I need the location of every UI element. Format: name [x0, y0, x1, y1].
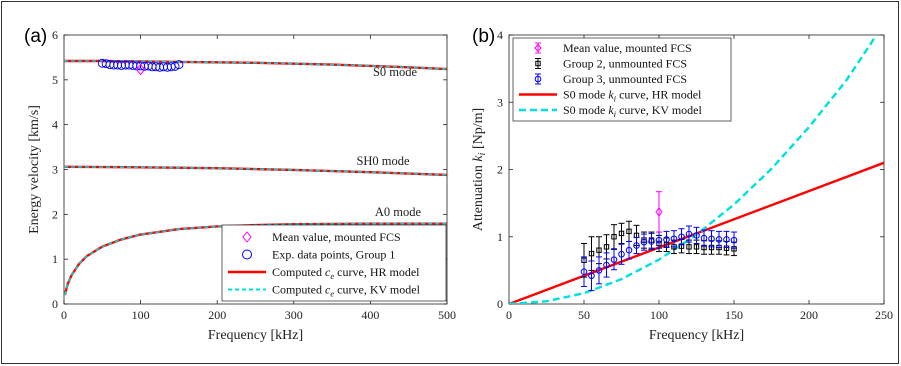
group2-point — [618, 230, 625, 237]
y-tick-label: 2 — [497, 163, 503, 177]
legend-marker — [242, 249, 252, 260]
plot-content — [509, 35, 884, 304]
group3-point — [588, 272, 595, 280]
y-tick-label: 5 — [52, 73, 58, 87]
x-tick-label: 0 — [61, 308, 67, 322]
y-tick-label: 4 — [52, 118, 58, 132]
curve-kv-a0-mode — [64, 222, 447, 296]
y-tick-label: 1 — [497, 230, 503, 244]
mean-value-marker — [135, 63, 146, 76]
group2-point — [626, 228, 632, 235]
legend-label: Computed ce curve, KV model — [272, 283, 421, 299]
x-tick-label: 300 — [285, 308, 303, 322]
group3-point — [610, 256, 618, 263]
x-tick-label: 100 — [132, 308, 150, 322]
group3-point — [693, 232, 700, 239]
group3-point — [700, 234, 708, 242]
panel-label: (a) — [24, 26, 47, 47]
y-tick-label: 3 — [497, 95, 503, 109]
legend-label: S0 mode ki curve, HR model — [563, 88, 702, 104]
y-tick-label: 3 — [52, 163, 58, 177]
legend-marker — [535, 60, 541, 67]
legend-label: Exp. data points, Group 1 — [272, 248, 395, 262]
y-tick-label: 0 — [52, 297, 58, 311]
group3-point — [655, 236, 663, 244]
y-tick-label: 6 — [52, 28, 58, 42]
legend-box — [221, 224, 447, 302]
legend-box — [512, 37, 732, 122]
group3-point — [618, 250, 625, 258]
x-axis-label: Frequency [kHz] — [208, 328, 303, 343]
y-tick-label: 0 — [497, 297, 503, 311]
group3-point — [730, 236, 738, 244]
mode-annotation: S0 mode — [373, 65, 418, 79]
legend-label: Mean value, mounted FCS — [563, 41, 692, 55]
group3-point — [723, 236, 730, 243]
curve-kv-sh0-mode — [64, 166, 447, 176]
group2-point — [596, 247, 602, 253]
group2-point — [693, 244, 700, 250]
group3-point — [708, 235, 715, 243]
x-tick-label: 0 — [506, 308, 512, 322]
group3-point — [663, 236, 670, 243]
group3-point — [580, 268, 588, 276]
x-tick-label: 400 — [361, 308, 379, 322]
y-tick-label: 1 — [52, 252, 58, 266]
group3-point — [625, 246, 633, 254]
y-axis-label: Attenuation ki [Np/m] — [471, 108, 488, 231]
chart-panel-a: 0 100 200 300 400 500 0 1 2 3 4 5 6 Frequency [kHz] En… — [24, 26, 456, 343]
group3-point — [595, 267, 603, 274]
x-tick-label: 500 — [438, 308, 456, 322]
legend-marker — [242, 231, 252, 243]
legend-label: Group 3, unmounted FCS — [563, 72, 687, 86]
legend-marker — [534, 43, 542, 53]
group3-point — [603, 261, 610, 269]
group3-point — [685, 230, 693, 238]
x-tick-label: 150 — [725, 308, 743, 322]
plot-content — [64, 58, 447, 296]
x-tick-label: 50 — [578, 308, 590, 322]
y-tick-label: 4 — [497, 28, 503, 42]
mode-annotation: A0 mode — [375, 205, 422, 219]
chart-panel-b: 0 50 100 150 200 250 0 1 2 3 4 Frequency [kHz] Atten… — [471, 26, 893, 343]
x-tick-label: 100 — [650, 308, 668, 322]
group2-point — [686, 244, 692, 250]
legend-label: S0 mode ki curve, KV model — [563, 103, 703, 119]
group3-point — [715, 236, 723, 243]
legend-label: Mean value, mounted FCS — [272, 230, 401, 244]
x-axis-label: Frequency [kHz] — [649, 328, 744, 343]
group2-point — [603, 244, 610, 250]
legend-label: Computed ce curve, HR model — [272, 265, 420, 281]
group3-point — [648, 238, 655, 245]
data-point — [174, 60, 184, 70]
group2-point — [588, 250, 595, 257]
curve-hr-sh0-mode — [64, 165, 447, 177]
mean-value-point — [655, 207, 663, 217]
group3-point — [640, 238, 648, 246]
x-tick-label: 250 — [875, 308, 893, 322]
group3-point — [633, 242, 640, 249]
panel-label: (b) — [472, 26, 495, 47]
x-tick-label: 200 — [800, 308, 818, 322]
x-tick-label: 200 — [208, 308, 226, 322]
legend-label: Group 2, unmounted FCS — [563, 57, 687, 71]
group3-point — [678, 233, 685, 241]
mode-annotation: SH0 mode — [356, 154, 410, 168]
y-axis-label: Energy velocity [km/s] — [27, 105, 42, 234]
legend-marker — [534, 75, 542, 83]
group2-point — [611, 234, 617, 240]
group3-point — [670, 235, 678, 243]
y-tick-label: 2 — [52, 207, 58, 221]
